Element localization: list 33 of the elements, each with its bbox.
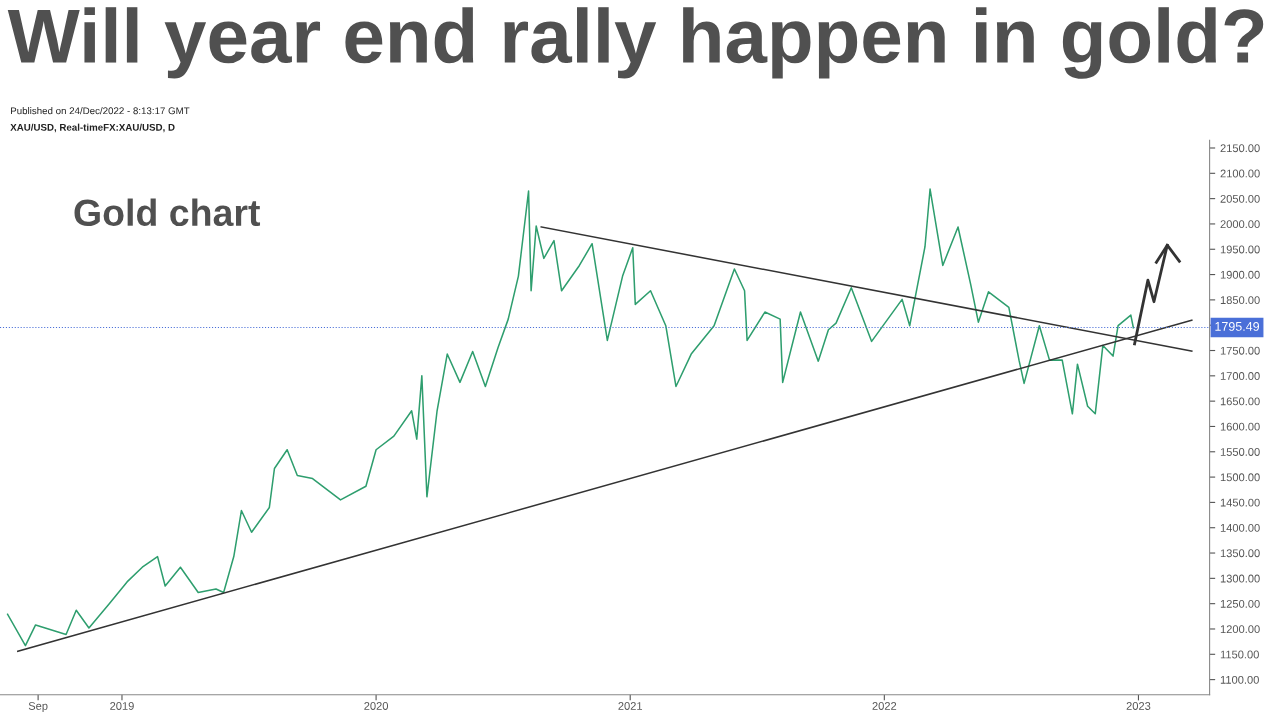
ref-line-label: 1795.49	[1215, 321, 1260, 331]
line-series	[6, 188, 1135, 647]
y-tick-label: 1950.00	[1220, 245, 1260, 254]
y-tick-label: 1250.00	[1220, 599, 1260, 608]
y-tick-label: 1450.00	[1220, 498, 1260, 507]
y-tick-label: 1700.00	[1220, 372, 1260, 380]
y-tick-label: 2000.00	[1220, 220, 1260, 229]
y-tick-label: 1350.00	[1220, 549, 1260, 558]
x-tick-label: Sep	[28, 702, 48, 713]
y-tick-label: 2050.00	[1220, 194, 1260, 203]
chart-subtitle: Published on 24/Dec/2022 - 8:13:17 GMT	[11, 107, 190, 115]
x-tick-label: 2023	[1126, 702, 1151, 710]
x-tick-label: 2021	[618, 702, 643, 710]
x-tick-label: 2019	[110, 702, 134, 710]
y-tick-label: 1750.00	[1220, 346, 1260, 355]
text: XAU/USD, Real-timeFX:XAU/USD, D	[10, 123, 175, 133]
y-tick-label: 1900.00	[1220, 270, 1260, 279]
y-tick-label: 2100.00	[1220, 169, 1260, 178]
annotation: Gold chart	[74, 198, 261, 227]
y-tick-label: 1500.00	[1220, 473, 1260, 482]
chart-title: Will year end rally happen in gold?	[7, 7, 1264, 79]
y-tick-label: 1400.00	[1220, 523, 1260, 532]
y-tick-label: 2150.00	[1220, 144, 1260, 153]
y-tick-label: 1650.00	[1220, 397, 1260, 406]
y-tick-label: 1200.00	[1220, 625, 1260, 634]
y-tick-label: 1100.00	[1220, 675, 1259, 684]
y-tick-label: 1150.00	[1220, 650, 1259, 659]
y-tick-label: 1300.00	[1220, 574, 1260, 583]
y-tick-label: 1850.00	[1220, 296, 1260, 305]
y-tick-label: 1550.00	[1220, 448, 1260, 456]
x-tick-label: 2020	[364, 702, 389, 710]
x-tick-label: 2022	[872, 702, 897, 710]
y-tick-label: 1600.00	[1220, 422, 1260, 431]
